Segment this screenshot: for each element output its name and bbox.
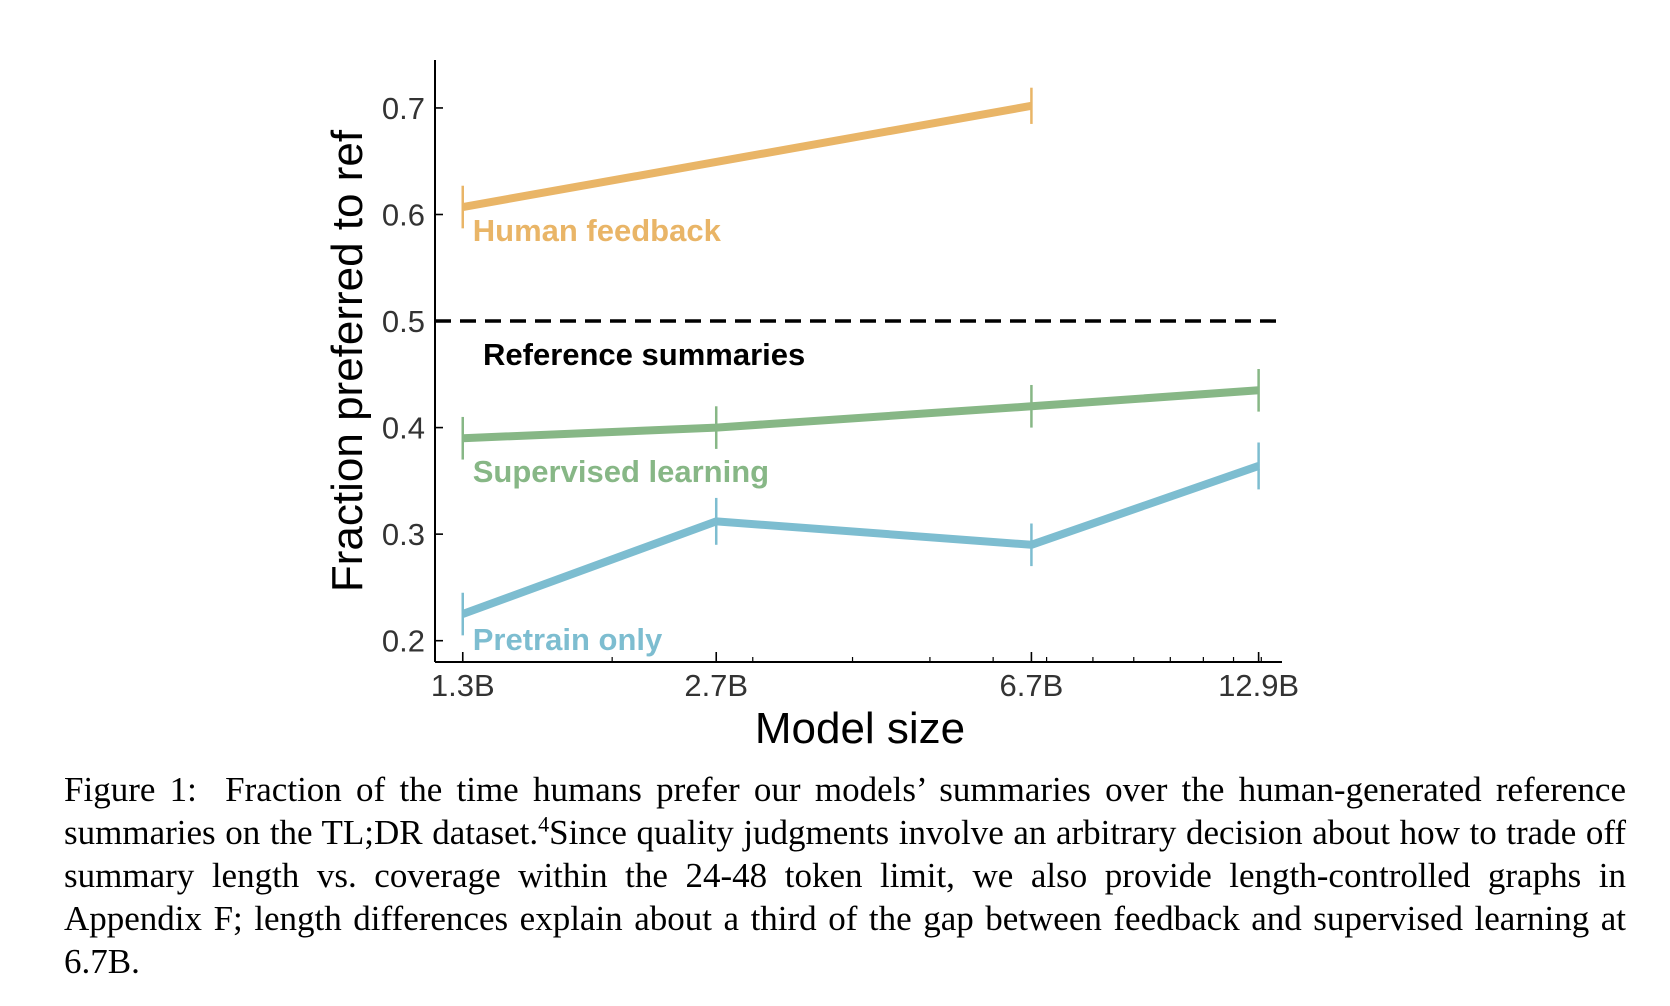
x-tick-label: 12.9B	[1218, 668, 1299, 703]
series-line	[462, 386, 1259, 443]
x-axis-label: Model size	[755, 704, 965, 753]
y-tick-label: 0.2	[382, 624, 425, 659]
y-axis-label: Fraction preferred to ref	[323, 129, 372, 592]
chart-labels: Model size Fraction preferred to ref Refer…	[323, 129, 965, 753]
figure-caption: Figure 1: Fraction of the time humans pr…	[64, 768, 1626, 983]
line-chart: 0.2 0.3 0.4 0.5 0.6 0.7 1.3B 2.7B 6.7B 12.9B Mode…	[323, 60, 1299, 753]
y-tick-label: 0.6	[382, 197, 425, 232]
series-label: Pretrain only	[473, 622, 663, 657]
y-tick-label: 0.3	[382, 517, 425, 552]
chart-ticks: 0.2 0.3 0.4 0.5 0.6 0.7 1.3B 2.7B 6.7B 12.9B	[382, 91, 1299, 703]
y-tick-label: 0.5	[382, 304, 425, 339]
y-tick-label: 0.4	[382, 411, 425, 446]
caption-label: Figure 1:	[64, 770, 197, 809]
chart-axes	[434, 60, 1282, 663]
series-line	[462, 101, 1033, 211]
x-tick-label: 1.3B	[431, 668, 495, 703]
reference-line-label: Reference summaries	[483, 337, 805, 372]
x-tick-label: 6.7B	[1000, 668, 1064, 703]
y-tick-label: 0.7	[382, 91, 425, 126]
caption-text-2: Since quality judgments involve an arbit…	[64, 813, 1626, 981]
chart-series	[461, 87, 1260, 636]
footnote-marker: 4	[538, 811, 550, 837]
x-tick-label: 2.7B	[684, 668, 748, 703]
series-label: Human feedback	[473, 213, 722, 248]
caption-text-1: Fraction of the time humans prefer our m…	[64, 770, 1627, 852]
series-line	[461, 462, 1260, 618]
series-label: Supervised learning	[473, 454, 769, 489]
